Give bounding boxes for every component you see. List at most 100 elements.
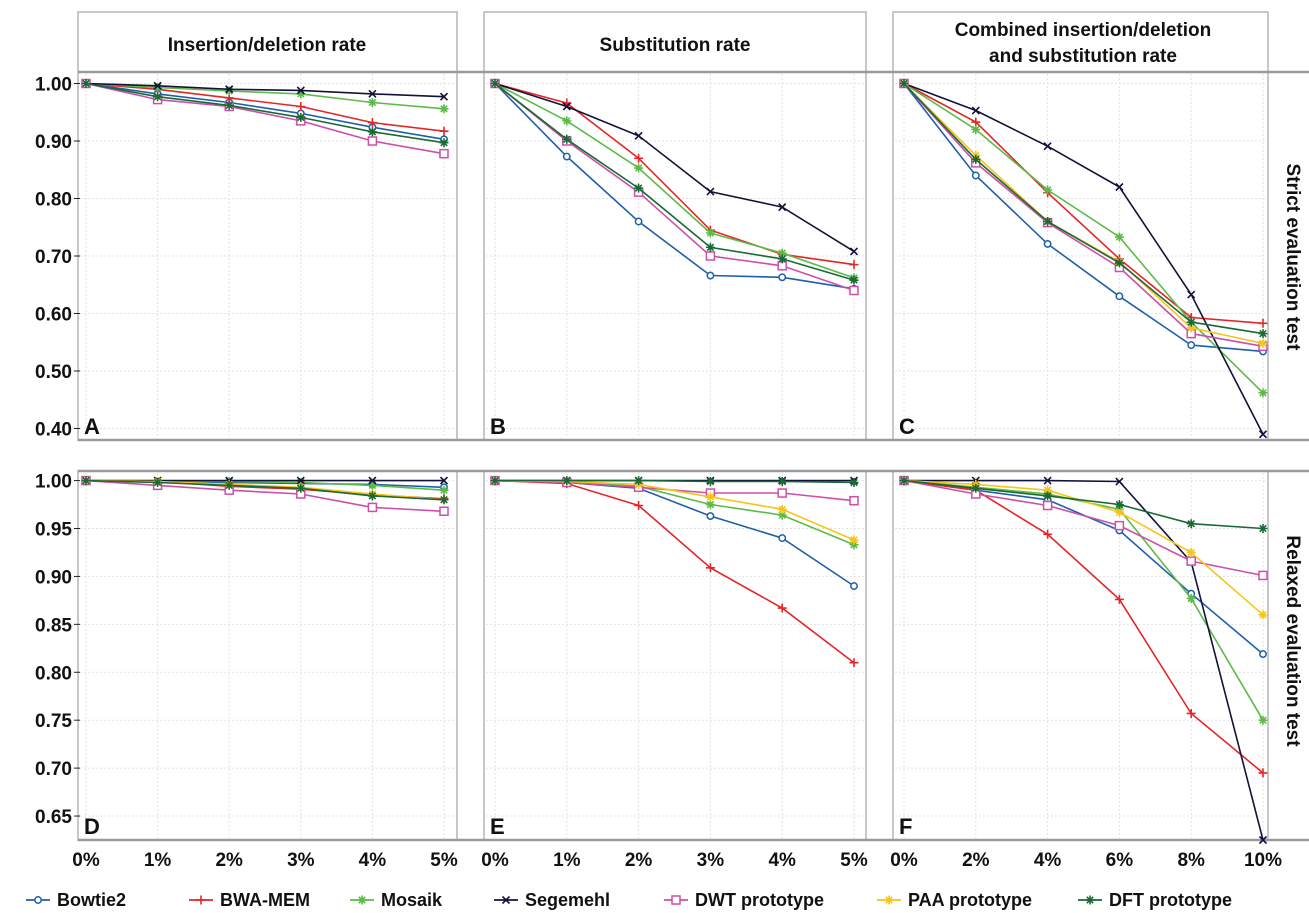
series-line-dft-prototype bbox=[85, 479, 445, 501]
series-line-mosaik bbox=[903, 479, 1264, 721]
series-line-bowtie2 bbox=[903, 83, 1264, 353]
point-segemehl-marker bbox=[1258, 430, 1268, 439]
y-tick-label: 0.70 bbox=[35, 247, 72, 268]
legend-label: DWT prototype bbox=[695, 890, 824, 910]
point-dwt-prototype-marker bbox=[1186, 556, 1196, 566]
series-line-segemehl bbox=[904, 479, 1264, 841]
point-dft-prototype-marker bbox=[1114, 258, 1124, 268]
panel-frame bbox=[892, 470, 1269, 841]
series-line-dwt-prototype bbox=[494, 82, 855, 292]
point-bwa-mem-marker bbox=[1258, 768, 1268, 778]
point-segemehl-marker bbox=[1258, 835, 1268, 845]
point-bwa-mem-marker bbox=[1114, 594, 1124, 604]
point-dwt-prototype-marker bbox=[849, 495, 859, 506]
x-tick-label: 0% bbox=[890, 850, 918, 871]
x-tick-label: 2% bbox=[625, 850, 653, 871]
panel-e-plot bbox=[490, 475, 859, 668]
x-tick-label: 4% bbox=[1034, 850, 1062, 871]
legend-item-bowtie2: Bowtie2 bbox=[26, 890, 126, 910]
point-segemehl-marker bbox=[1115, 477, 1124, 486]
point-dft-prototype-marker bbox=[1258, 524, 1268, 534]
point-segemehl-marker bbox=[153, 81, 162, 90]
point-bowtie2-marker bbox=[850, 582, 858, 590]
y-tick-label: 0.65 bbox=[35, 807, 72, 828]
x-tick-label: 3% bbox=[697, 850, 725, 871]
point-bwa-mem-marker bbox=[777, 603, 787, 613]
series-line-bwa-mem bbox=[494, 82, 855, 266]
point-dft-prototype-marker bbox=[777, 477, 787, 487]
point-segemehl-marker bbox=[1043, 142, 1052, 151]
series-line-bowtie2 bbox=[494, 479, 855, 587]
legend-marker bbox=[884, 895, 894, 905]
plot-series bbox=[81, 78, 1268, 845]
point-segemehl-marker bbox=[849, 247, 859, 256]
x-tick-label: 5% bbox=[430, 850, 458, 871]
point-segemehl-marker bbox=[1043, 476, 1052, 485]
series-line-bwa-mem bbox=[903, 82, 1264, 325]
series-bwa-mem bbox=[490, 476, 859, 668]
point-dft-prototype-marker bbox=[439, 495, 449, 505]
point-dwt-prototype-marker bbox=[1114, 520, 1125, 531]
point-segemehl-marker bbox=[296, 476, 305, 485]
point-dft-prototype-marker bbox=[777, 254, 787, 264]
point-dft-prototype-marker bbox=[562, 134, 572, 144]
point-segemehl-marker bbox=[296, 86, 305, 95]
series-line-dft-prototype bbox=[903, 479, 1264, 530]
legend-label: BWA-MEM bbox=[220, 890, 310, 910]
series-line-segemehl bbox=[903, 82, 1264, 435]
series-line-dft-prototype bbox=[494, 82, 855, 281]
point-dft-prototype-marker bbox=[296, 112, 306, 122]
point-segemehl-marker bbox=[439, 92, 449, 101]
point-dwt-prototype-marker bbox=[439, 148, 449, 159]
series-line-dft-prototype bbox=[85, 82, 445, 144]
point-bwa-mem-marker bbox=[705, 563, 715, 573]
series-line-dwt-prototype bbox=[85, 82, 445, 155]
point-dft-prototype-marker bbox=[1043, 491, 1053, 501]
series-bwa-mem bbox=[490, 79, 859, 270]
point-paa-prototype-marker bbox=[1258, 338, 1268, 348]
series-paa-prototype bbox=[490, 476, 859, 545]
point-bwa-mem-marker bbox=[1043, 529, 1053, 539]
point-segemehl-marker bbox=[634, 131, 643, 140]
point-mosaik-marker bbox=[634, 163, 644, 173]
point-bwa-mem-marker bbox=[634, 153, 644, 163]
y-tick-label: 0.70 bbox=[35, 759, 72, 780]
panel-c-plot bbox=[899, 78, 1268, 439]
series-dft-prototype bbox=[899, 79, 1268, 339]
point-mosaik-marker bbox=[971, 125, 981, 134]
column-title-combined-line1: Combined insertion/deletion bbox=[955, 20, 1212, 41]
series-line-bwa-mem bbox=[85, 82, 445, 132]
series-line-bwa-mem bbox=[903, 479, 1264, 774]
point-mosaik-marker bbox=[849, 540, 859, 550]
point-bowtie2-marker bbox=[971, 171, 980, 180]
point-dwt-prototype-marker bbox=[367, 502, 378, 513]
y-tick-label: 0.60 bbox=[35, 305, 72, 326]
point-bwa-mem-marker bbox=[296, 102, 306, 111]
point-bowtie2-marker bbox=[562, 152, 571, 161]
panel-letter-b: B bbox=[490, 414, 506, 439]
point-mosaik-marker bbox=[1258, 715, 1268, 725]
legend-item-mosaik: Mosaik bbox=[350, 890, 443, 910]
series-line-dft-prototype bbox=[903, 82, 1264, 335]
panel-letter-e: E bbox=[490, 814, 505, 839]
panel-letters: A B C D E F bbox=[84, 414, 915, 839]
legend-marker bbox=[357, 895, 367, 905]
point-dft-prototype-marker bbox=[81, 79, 91, 88]
legend-item-paa-prototype: PAA prototype bbox=[877, 890, 1032, 910]
series-line-segemehl bbox=[494, 82, 855, 253]
series-dft-prototype bbox=[899, 476, 1268, 534]
legend-item-dft-prototype: DFT prototype bbox=[1078, 890, 1232, 910]
point-mosaik-marker bbox=[1114, 232, 1124, 242]
point-bwa-mem-marker bbox=[849, 260, 859, 270]
panel-letter-d: D bbox=[84, 814, 100, 839]
point-mosaik-marker bbox=[562, 116, 572, 126]
point-bowtie2-marker bbox=[1259, 650, 1267, 659]
point-dft-prototype-marker bbox=[1114, 500, 1124, 510]
point-mosaik-marker bbox=[439, 104, 449, 114]
point-mosaik-marker bbox=[367, 97, 377, 107]
point-dft-prototype-marker bbox=[899, 79, 909, 88]
series-segemehl bbox=[490, 79, 859, 256]
series-dwt-prototype bbox=[899, 78, 1268, 352]
panel-frames bbox=[77, 11, 1309, 842]
point-dft-prototype-marker bbox=[971, 154, 981, 164]
